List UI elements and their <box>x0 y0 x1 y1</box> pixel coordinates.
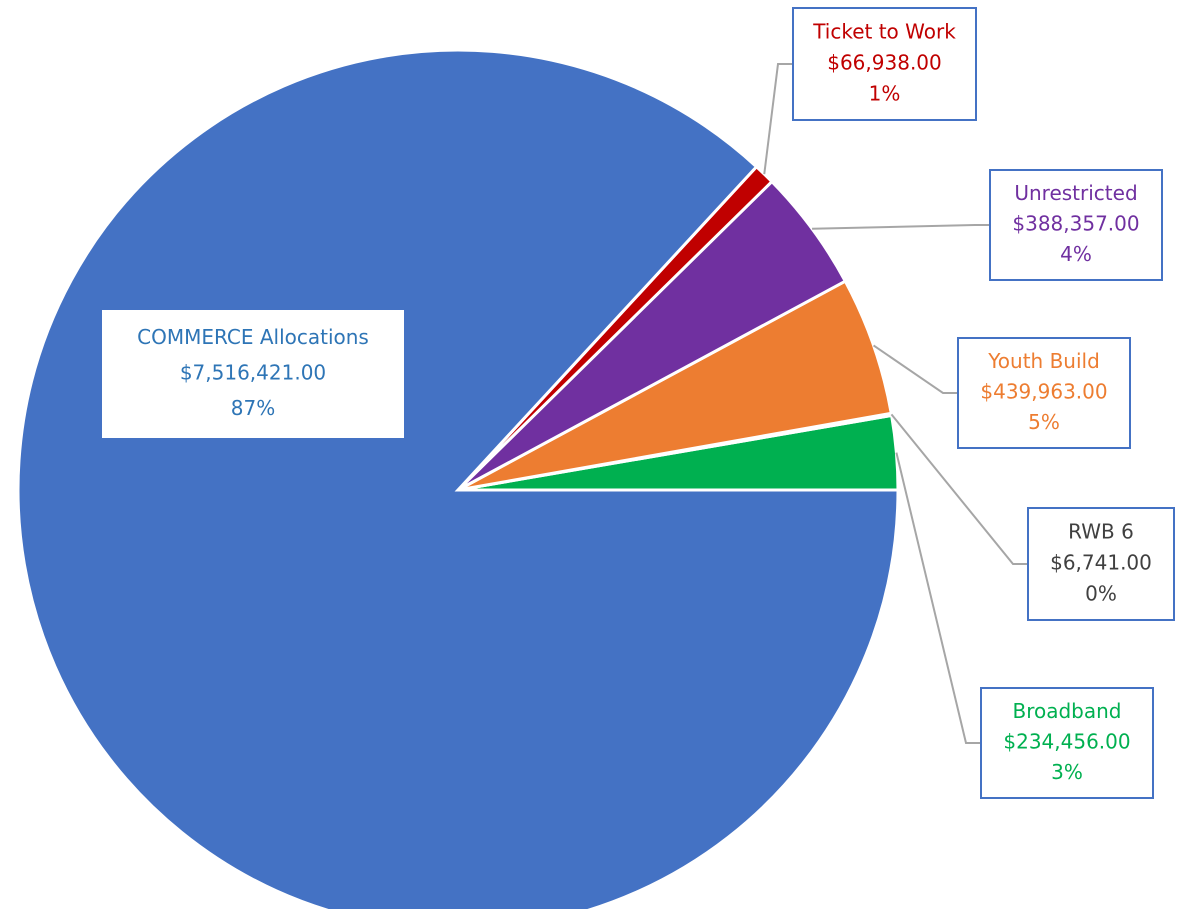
category-label: Ticket to Work <box>812 19 956 43</box>
leader-line <box>872 344 958 394</box>
category-label: Broadband <box>1012 699 1121 723</box>
leader-line <box>763 63 793 175</box>
category-label: COMMERCE Allocations <box>137 325 369 349</box>
value-label: $388,357.00 <box>1012 212 1139 236</box>
percent-label: 3% <box>1051 760 1083 784</box>
value-label: $66,938.00 <box>827 51 942 75</box>
leader-line <box>895 452 981 744</box>
value-label: $439,963.00 <box>980 380 1107 404</box>
label-box <box>792 7 977 121</box>
value-label: $234,456.00 <box>1003 730 1130 754</box>
value-label: $7,516,421.00 <box>180 361 326 385</box>
percent-label: 0% <box>1085 582 1117 606</box>
category-label: Youth Build <box>987 349 1100 373</box>
pie-slice <box>16 48 900 909</box>
category-label: Unrestricted <box>1014 181 1137 205</box>
percent-label: 5% <box>1028 410 1060 434</box>
label-box <box>989 169 1163 281</box>
pie-slice <box>457 279 894 492</box>
label-box <box>980 687 1154 799</box>
percent-label: 4% <box>1060 242 1092 266</box>
category-label: RWB 6 <box>1068 519 1134 543</box>
label-box <box>957 337 1131 449</box>
percent-label: 1% <box>869 82 901 106</box>
label-box <box>1027 507 1175 621</box>
leader-line <box>812 224 990 230</box>
leader-line <box>890 413 1028 565</box>
value-label: $6,741.00 <box>1050 551 1152 575</box>
percent-label: 87% <box>231 396 275 420</box>
label-box <box>102 310 404 438</box>
